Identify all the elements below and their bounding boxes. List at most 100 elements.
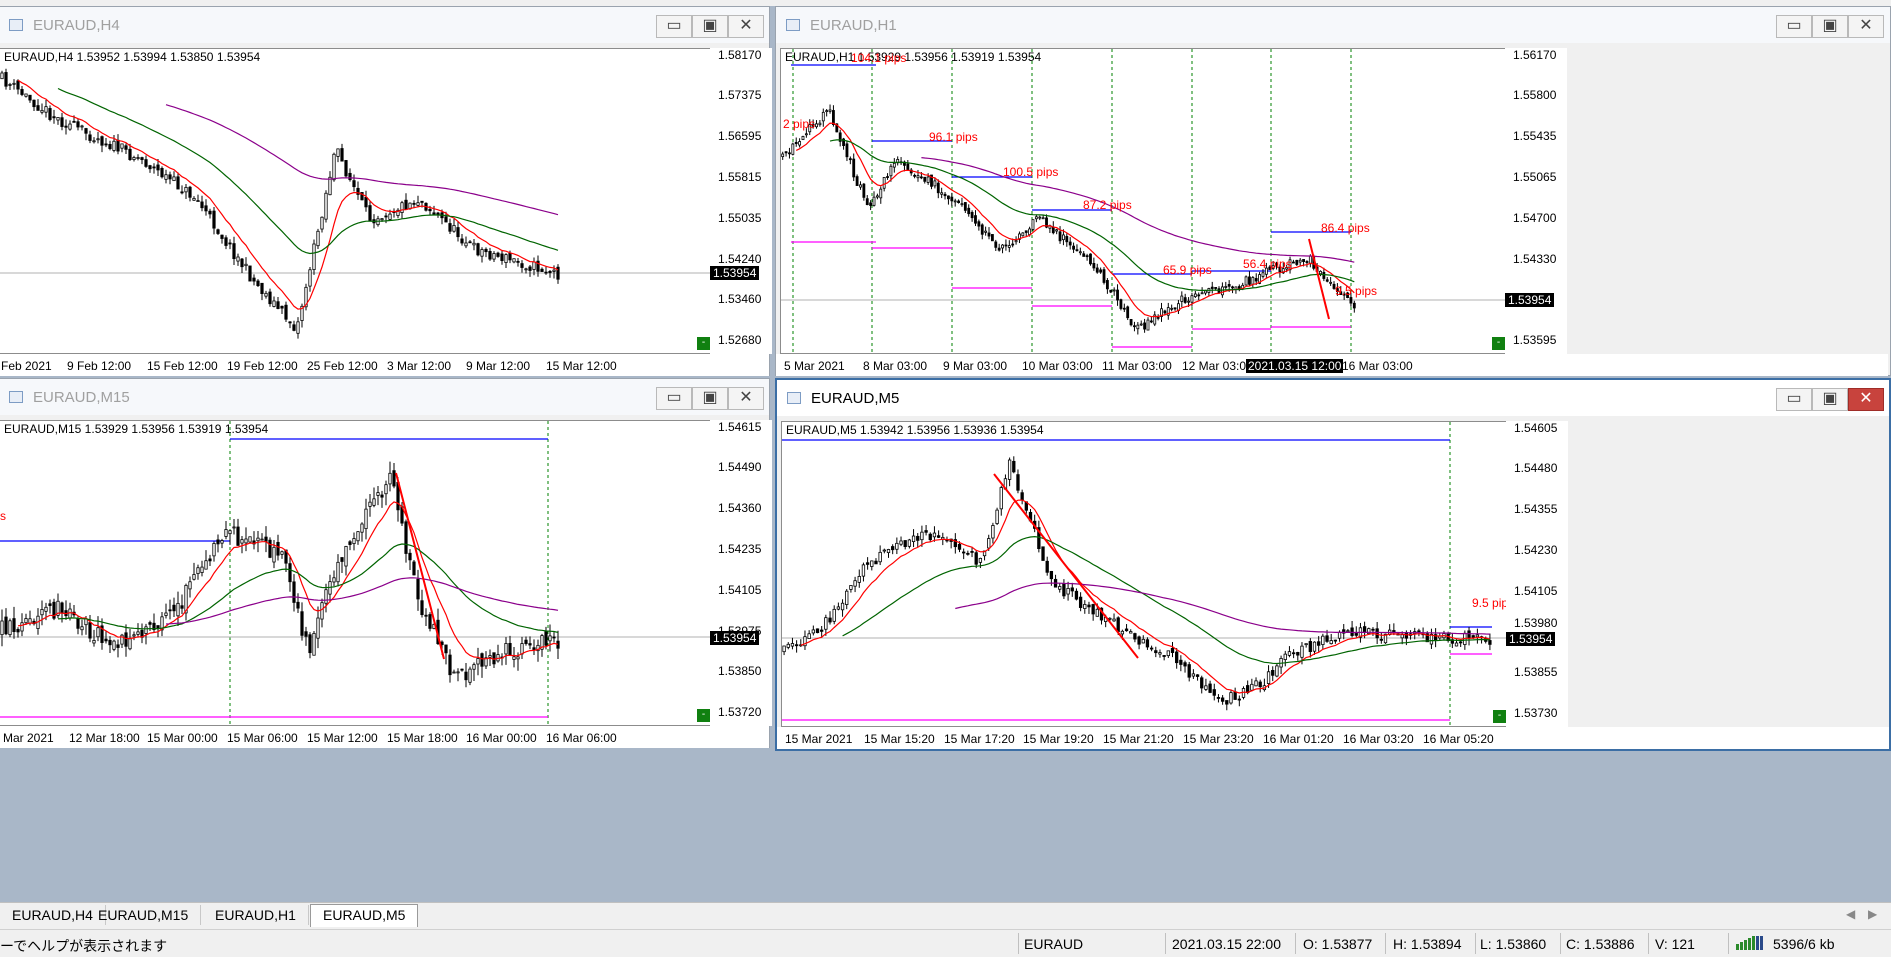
candle-bull xyxy=(372,498,376,506)
candle-bear xyxy=(544,271,548,274)
candle-bull xyxy=(1055,229,1059,232)
chart-window-m15[interactable]: EURAUD,M15 ▭ ▣ ✕ EURAUD,M15 1.53929 1.53… xyxy=(0,378,772,748)
minimize-button[interactable]: ▭ xyxy=(656,387,692,410)
maximize-button[interactable]: ▣ xyxy=(692,15,728,38)
tab-euraud-m15[interactable]: EURAUD,M15 xyxy=(86,905,202,925)
chart-canvas[interactable] xyxy=(0,49,711,354)
tab-scroll-left-icon[interactable]: ◀ xyxy=(1846,907,1856,921)
price-axis[interactable]: 1.58170 1.57375 1.56595 1.55815 1.55035 … xyxy=(710,48,772,354)
chart-canvas[interactable] xyxy=(781,49,1506,354)
chart-window-h4[interactable]: EURAUD,H4 ▭ ▣ ✕ EURAUD,H4 1.53952 1.5399… xyxy=(0,6,772,376)
candle-bear xyxy=(392,470,396,487)
candle-bull xyxy=(1264,267,1268,275)
candle-bear xyxy=(476,243,480,256)
candle-bear xyxy=(20,89,24,95)
trade-level-icon[interactable]: - xyxy=(1492,337,1505,350)
candle-bear xyxy=(544,631,548,646)
tab-euraud-m5[interactable]: EURAUD,M5 xyxy=(310,904,419,927)
candle-bear xyxy=(36,105,40,111)
candle-bear xyxy=(1087,604,1091,608)
tab-scroll-right-icon[interactable]: ▶ xyxy=(1868,907,1878,921)
maximize-button[interactable]: ▣ xyxy=(1812,388,1848,411)
price-axis[interactable]: 1.54615 1.54490 1.54360 1.54235 1.54105 … xyxy=(710,420,772,726)
chart-canvas[interactable] xyxy=(782,422,1507,727)
time-label: 12 Mar 18:00 xyxy=(69,731,140,745)
close-button[interactable]: ✕ xyxy=(728,387,764,410)
candle-bear xyxy=(276,541,280,556)
window-titlebar[interactable]: EURAUD,M5 ▭ ▣ ✕ xyxy=(777,380,1889,416)
window-title: EURAUD,M15 xyxy=(33,389,130,406)
chart-plot-area[interactable]: EURAUD,H1 1.53929 1.53956 1.53919 1.5395… xyxy=(780,48,1506,354)
candle-bull xyxy=(1329,281,1333,284)
price-label: 1.53595 xyxy=(1513,333,1557,347)
candle-bull xyxy=(232,526,236,529)
trade-level-icon[interactable]: - xyxy=(697,709,710,722)
candle-bull xyxy=(240,539,244,544)
chart-tab-bar: EURAUD,H4 EURAUD,M15 EURAUD,H1 EURAUD,M5… xyxy=(0,902,1891,929)
chart-window-m5[interactable]: EURAUD,M5 ▭ ▣ ✕ EURAUD,M5 1.53942 1.5395… xyxy=(775,378,1891,751)
candle-bear xyxy=(220,234,224,239)
candle-bull xyxy=(132,634,136,637)
candle-bull xyxy=(1283,653,1287,660)
candle-bull xyxy=(256,537,260,542)
candle-bull xyxy=(68,123,72,130)
candle-bear xyxy=(1425,633,1429,643)
close-button[interactable]: ✕ xyxy=(1848,388,1884,411)
time-axis[interactable]: 15 Mar 2021 15 Mar 15:20 15 Mar 17:20 15… xyxy=(777,727,1889,749)
candle-bear xyxy=(348,172,352,181)
price-axis[interactable]: 1.54605 1.54480 1.54355 1.54230 1.54105 … xyxy=(1506,421,1568,727)
close-button[interactable]: ✕ xyxy=(1848,15,1884,38)
tab-euraud-h1[interactable]: EURAUD,H1 xyxy=(203,905,309,925)
minimize-button[interactable]: ▭ xyxy=(1776,15,1812,38)
candle-bear xyxy=(208,558,212,562)
time-axis[interactable]: Feb 2021 9 Feb 12:00 15 Feb 12:00 19 Feb… xyxy=(0,354,769,376)
chart-canvas[interactable] xyxy=(0,421,711,726)
candle-bear xyxy=(1459,641,1463,644)
candle-bull xyxy=(308,269,312,287)
candle-bear xyxy=(524,639,528,644)
price-label: 1.55815 xyxy=(718,170,762,184)
minimize-button[interactable]: ▭ xyxy=(656,15,692,38)
price-label: 1.56595 xyxy=(718,129,762,143)
candle-bear xyxy=(116,644,120,648)
candle-bear xyxy=(356,187,360,195)
candle-bear xyxy=(508,642,512,656)
candle-bear xyxy=(188,186,192,198)
candle-bull xyxy=(1250,683,1254,691)
candle-bull xyxy=(128,638,132,650)
candle-bear xyxy=(835,123,839,133)
candle-bear xyxy=(1133,633,1137,640)
candle-bull xyxy=(790,643,795,647)
time-axis[interactable]: 5 Mar 2021 8 Mar 03:00 9 Mar 03:00 10 Ma… xyxy=(776,354,1888,376)
candle-bull xyxy=(1429,633,1434,645)
window-titlebar[interactable]: EURAUD,H1 ▭ ▣ ✕ xyxy=(776,7,1890,43)
maximize-button[interactable]: ▣ xyxy=(692,387,728,410)
candle-bear xyxy=(828,617,832,623)
time-axis[interactable]: Mar 2021 12 Mar 18:00 15 Mar 00:00 15 Ma… xyxy=(0,726,769,748)
chart-plot-area[interactable]: EURAUD,H4 1.53952 1.53994 1.53850 1.5395… xyxy=(0,48,711,354)
minimize-button[interactable]: ▭ xyxy=(1776,388,1812,411)
candle-bull xyxy=(916,175,920,179)
chart-window-h1[interactable]: EURAUD,H1 ▭ ▣ ✕ EURAUD,H1 1.53929 1.5395… xyxy=(775,6,1891,376)
maximize-button[interactable]: ▣ xyxy=(1812,15,1848,38)
window-titlebar[interactable]: EURAUD,M15 ▭ ▣ ✕ xyxy=(0,379,769,415)
candle-bear xyxy=(1488,640,1492,645)
close-button[interactable]: ✕ xyxy=(728,15,764,38)
candle-bull xyxy=(244,263,248,267)
tab-euraud-h4[interactable]: EURAUD,H4 xyxy=(0,905,106,925)
trade-level-icon[interactable]: - xyxy=(697,337,710,350)
candle-bull xyxy=(264,292,268,297)
time-label: 15 Mar 17:20 xyxy=(944,732,1015,746)
candle-bear xyxy=(916,535,920,541)
candle-bear xyxy=(1296,652,1300,656)
chart-plot-area[interactable]: EURAUD,M15 1.53929 1.53956 1.53919 1.539… xyxy=(0,420,711,726)
candle-bull xyxy=(1001,244,1004,249)
candle-bear xyxy=(1129,319,1133,326)
trend-line xyxy=(1308,238,1330,320)
chart-plot-area[interactable]: EURAUD,M5 1.53942 1.53956 1.53936 1.5395… xyxy=(781,421,1507,727)
price-axis[interactable]: 1.56170 1.55800 1.55435 1.55065 1.54700 … xyxy=(1505,48,1567,354)
window-titlebar[interactable]: EURAUD,H4 ▭ ▣ ✕ xyxy=(0,7,769,43)
connection-bars-icon[interactable] xyxy=(1736,936,1766,950)
candle-bull xyxy=(112,640,116,650)
trade-level-icon[interactable]: - xyxy=(1493,710,1506,723)
